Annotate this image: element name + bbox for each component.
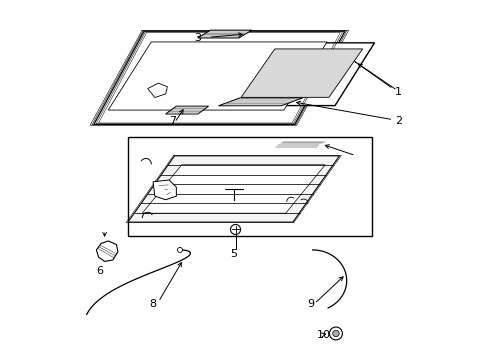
Bar [128, 137, 371, 235]
Text: 10: 10 [316, 330, 330, 340]
Circle shape [332, 330, 339, 337]
Circle shape [177, 247, 182, 252]
Polygon shape [218, 98, 302, 106]
Polygon shape [232, 43, 374, 105]
Text: 2: 2 [394, 116, 402, 126]
Polygon shape [108, 42, 326, 110]
Text: 1: 1 [394, 87, 402, 97]
Text: 3: 3 [194, 33, 201, 43]
Polygon shape [128, 156, 339, 222]
Polygon shape [241, 49, 362, 97]
Circle shape [230, 225, 240, 234]
Text: 8: 8 [149, 299, 156, 309]
Polygon shape [272, 140, 326, 148]
Text: 9: 9 [306, 299, 314, 309]
Polygon shape [165, 106, 208, 114]
Polygon shape [197, 30, 251, 38]
Text: 7: 7 [169, 116, 176, 126]
Circle shape [329, 327, 342, 340]
Text: 6: 6 [96, 266, 102, 276]
Polygon shape [147, 83, 167, 98]
Text: 5: 5 [230, 248, 237, 258]
Polygon shape [96, 241, 118, 261]
Polygon shape [94, 31, 344, 125]
Polygon shape [142, 165, 325, 213]
Polygon shape [153, 180, 176, 200]
Text: 4: 4 [355, 152, 362, 162]
